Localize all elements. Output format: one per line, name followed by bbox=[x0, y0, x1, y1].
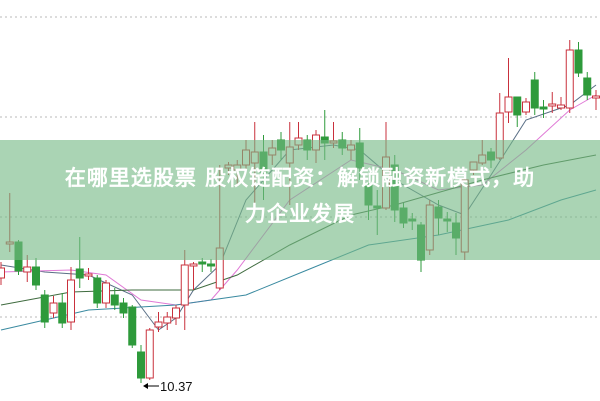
candle bbox=[592, 90, 600, 110]
candle-body bbox=[137, 351, 145, 379]
candle bbox=[180, 250, 189, 330]
candle bbox=[172, 305, 180, 325]
candle-body bbox=[207, 263, 215, 267]
candle bbox=[530, 72, 539, 115]
candle bbox=[504, 58, 513, 123]
candle bbox=[128, 305, 137, 348]
low-annotation: 10.37 bbox=[143, 379, 193, 394]
candle-body bbox=[583, 77, 592, 96]
candle-body bbox=[23, 266, 32, 273]
candle-body bbox=[504, 96, 513, 113]
candle bbox=[40, 290, 49, 328]
candle-body bbox=[67, 279, 75, 323]
candle-body bbox=[32, 266, 40, 286]
candle-body bbox=[102, 282, 110, 304]
candle bbox=[0, 262, 5, 285]
candle-body bbox=[145, 329, 154, 379]
candle bbox=[102, 280, 110, 308]
candle bbox=[58, 293, 67, 328]
candle-body bbox=[93, 277, 102, 304]
candle-body bbox=[163, 316, 172, 324]
candle bbox=[145, 328, 154, 380]
candle-body bbox=[513, 96, 522, 116]
candle bbox=[207, 259, 215, 272]
candle-body bbox=[172, 307, 180, 319]
candle bbox=[522, 98, 530, 115]
candle-body bbox=[557, 104, 565, 109]
candle-body bbox=[574, 49, 583, 74]
candle bbox=[189, 262, 198, 290]
candle bbox=[49, 296, 58, 318]
candle-body bbox=[110, 294, 119, 306]
candle-body bbox=[49, 302, 58, 314]
candle-body bbox=[522, 101, 530, 113]
candle bbox=[198, 258, 207, 272]
candle bbox=[110, 288, 119, 310]
candle-body bbox=[189, 263, 198, 267]
candle-body bbox=[530, 79, 539, 109]
candle bbox=[583, 72, 592, 100]
candle-body bbox=[75, 268, 84, 279]
candle bbox=[32, 258, 40, 290]
candle-body bbox=[119, 302, 128, 314]
candle-body bbox=[548, 103, 557, 107]
candle bbox=[574, 42, 583, 77]
candle-body bbox=[180, 264, 189, 306]
candle bbox=[154, 312, 163, 332]
candle-body bbox=[84, 273, 93, 277]
candle-body bbox=[539, 106, 548, 110]
candle bbox=[513, 96, 522, 127]
candle-body bbox=[128, 306, 137, 346]
headline-banner bbox=[0, 140, 600, 260]
candle bbox=[119, 298, 128, 318]
low-arrow-head bbox=[143, 383, 148, 389]
candle-body bbox=[58, 302, 67, 324]
candle bbox=[67, 267, 75, 330]
candle bbox=[137, 345, 145, 383]
headline-line-1: 在哪里选股票 股权链配资：解锁融资新模式，助 bbox=[64, 166, 536, 190]
candle-body bbox=[40, 294, 49, 323]
candle-body bbox=[198, 261, 207, 265]
candle bbox=[565, 40, 574, 113]
candle bbox=[84, 268, 93, 280]
candle bbox=[93, 275, 102, 308]
candle-body bbox=[154, 321, 163, 328]
candle-body bbox=[0, 267, 5, 279]
candle bbox=[163, 312, 172, 330]
candle bbox=[548, 92, 557, 113]
low-price-label: 10.37 bbox=[160, 379, 193, 394]
candle bbox=[539, 100, 548, 118]
candle-body bbox=[565, 49, 574, 109]
headline-line-2: 力企业发展 bbox=[245, 202, 355, 226]
headline: 在哪里选股票 股权链配资：解锁融资新模式，助 力企业发展 bbox=[0, 160, 600, 232]
candle-body bbox=[592, 95, 600, 99]
candle bbox=[557, 97, 565, 110]
